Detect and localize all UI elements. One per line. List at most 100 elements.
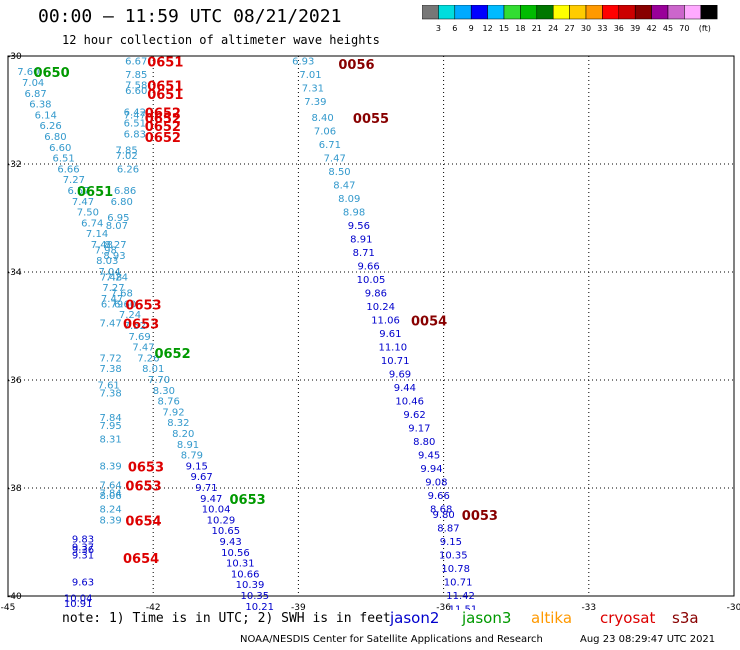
swh-point: 6.42 (124, 108, 146, 119)
swh-point: 8.47 (333, 181, 355, 192)
swh-point: 8.01 (142, 364, 164, 375)
swh-point: 7.01 (299, 70, 321, 81)
time-label: 0650 (33, 66, 69, 81)
color-scale-label: 6 (452, 24, 457, 33)
swh-point: 7.92 (162, 407, 184, 418)
swh-point: 6.38 (29, 100, 51, 111)
swh-point: 7.06 (314, 127, 336, 138)
time-labels: 0650065106520653065106510651065206520652… (33, 55, 498, 567)
swh-point: 7.84 (99, 413, 121, 424)
y-tick-label: -40 (7, 592, 22, 602)
swh-point: 6.87 (24, 89, 46, 100)
swh-point: 7.39 (304, 97, 326, 108)
time-label: 0654 (123, 552, 159, 567)
x-tick-label: -42 (146, 603, 161, 610)
y-tick-label: -38 (7, 484, 22, 494)
swh-point: 7.84 (99, 488, 121, 499)
swh-point: 6.51 (53, 154, 75, 165)
swh-point: 6.79 (101, 299, 123, 310)
time-label: 0654 (125, 514, 161, 529)
color-scale-label: 42 (647, 24, 657, 33)
legend-cryosat: cryosat (600, 609, 656, 627)
swh-point: 7.31 (302, 83, 324, 94)
color-scale-label: 3 (436, 24, 441, 33)
legend-jason2: jason2 (390, 609, 440, 627)
color-scale-label: 9 (469, 24, 474, 33)
grid-lines (8, 56, 734, 596)
swh-point: 8.20 (172, 429, 194, 440)
swh-point: 7.27 (102, 283, 124, 294)
swh-point: 7.14 (86, 229, 108, 240)
swh-point: 7.24 (106, 272, 128, 283)
swh-point: 10.05 (357, 275, 386, 286)
color-scale-label: 21 (532, 24, 542, 33)
swh-point: 7.47 (132, 343, 154, 354)
swh-point: 7.68 (111, 289, 133, 300)
color-scale-bar: 3 6 9 12 15 18 21 24 27 30 33 36 39 42 45 70 (ft) (422, 5, 718, 33)
swh-point: 6.93 (292, 56, 314, 67)
time-label: 0653 (229, 493, 265, 508)
chart-subtitle: 12 hour collection of altimeter wave hei… (62, 33, 380, 47)
time-label: 0652 (154, 347, 190, 362)
x-tick-label: -30 (727, 603, 740, 610)
swh-point: 8.27 (104, 240, 126, 251)
color-scale-unit: (ft) (699, 24, 711, 33)
swh-point: 9.44 (394, 383, 416, 394)
swh-point: 7.70 (148, 375, 170, 386)
x-tick-label: -36 (436, 603, 451, 610)
swh-point: 8.40 (311, 113, 333, 124)
swh-point: 8.24 (99, 505, 121, 516)
swh-point: 9.47 (200, 494, 222, 505)
swh-point: 7.85 (115, 146, 137, 157)
swh-point: 7.69 (129, 332, 151, 343)
swh-point: 9.61 (379, 329, 401, 340)
swh-point: 10.39 (236, 580, 265, 591)
color-scale-label: 15 (499, 24, 509, 33)
time-label: 0652 (145, 131, 181, 146)
swh-point: 8.39 (99, 515, 121, 526)
swh-point: 6.86 (114, 186, 136, 197)
swh-point: 10.56 (221, 548, 250, 559)
swh-point: 9.43 (220, 537, 242, 548)
swh-point: 7.47 (101, 294, 123, 305)
swh-point: 6.51 (124, 119, 146, 130)
swh-point: 11.06 (371, 316, 400, 327)
swh-point: 7.60 (17, 67, 39, 78)
credit-text: NOAA/NESDIS Center for Satellite Applica… (240, 634, 543, 645)
y-tick-label: -34 (7, 268, 22, 278)
swh-point: 8.91 (177, 440, 199, 451)
swh-point: 6.71 (319, 140, 341, 151)
swh-point: 9.63 (72, 578, 94, 589)
data-points: 7.607.046.876.386.146.266.806.606.516.66… (17, 56, 478, 611)
swh-point: 7.24 (119, 310, 141, 321)
swh-point: 6.60 (125, 86, 147, 97)
swh-point: 8.32 (167, 418, 189, 429)
swh-point: 7.47 (72, 197, 94, 208)
swh-point: 6.60 (114, 299, 136, 310)
swh-point: 8.09 (338, 194, 360, 205)
swh-point: 7.27 (63, 175, 85, 186)
swh-point: 8.07 (106, 221, 128, 232)
swh-point: 6.60 (49, 143, 71, 154)
swh-point: 6.80 (44, 132, 66, 143)
time-label: 0653 (123, 317, 159, 332)
swh-point: 8.87 (437, 524, 459, 535)
time-label: 0652 (145, 112, 181, 127)
swh-point: 10.04 (202, 505, 231, 516)
swh-point: 7.52 (124, 321, 146, 332)
swh-point: 9.62 (403, 410, 425, 421)
y-tick-label: -32 (7, 160, 22, 170)
swh-point: 7.50 (77, 208, 99, 219)
time-label: 0653 (125, 479, 161, 494)
swh-point: 9.15 (186, 461, 208, 472)
time-label: 0651 (77, 185, 113, 200)
swh-point: 11.42 (446, 591, 475, 602)
swh-point: 8.91 (350, 235, 372, 246)
swh-point: 9.45 (418, 451, 440, 462)
swh-point: 9.08 (425, 478, 447, 489)
swh-point: 9.31 (72, 551, 94, 562)
time-label: 0652 (145, 120, 181, 135)
swh-point: 11.51 (449, 605, 478, 611)
swh-point: 6.83 (124, 129, 146, 140)
swh-point: 10.78 (441, 564, 470, 575)
